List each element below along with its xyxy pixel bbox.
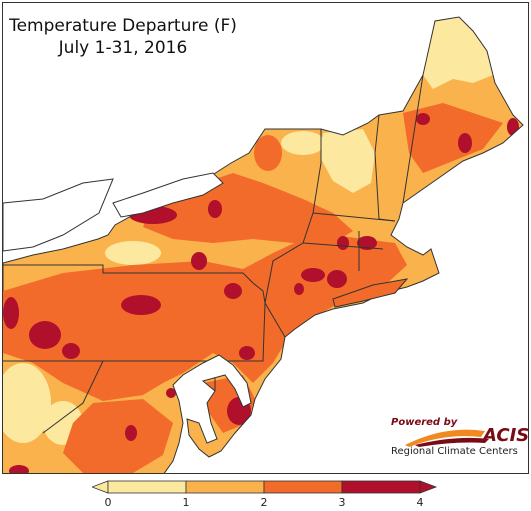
legend-under-arrow (92, 480, 109, 494)
legend-over-arrow (419, 480, 438, 494)
legend-label-0: 0 (104, 496, 112, 509)
color-legend: 0 1 2 3 4 (92, 480, 438, 510)
acis-name: ACIS (483, 425, 529, 446)
legend-label-4: 4 (416, 496, 424, 509)
map-frame: Temperature Departure (F) July 1-31, 201… (2, 2, 529, 474)
legend-bin-1 (185, 480, 265, 494)
legend-label-2: 2 (260, 496, 268, 509)
legend-label-1: 1 (182, 496, 190, 509)
legend-bin-3 (341, 480, 421, 494)
legend-label-3: 3 (338, 496, 346, 509)
map-title: Temperature Departure (F) (9, 16, 237, 36)
legend-bin-2 (263, 480, 343, 494)
legend-bin-0 (107, 480, 187, 494)
powered-by-label: Powered by (391, 417, 458, 428)
acis-swoosh-icon (405, 429, 489, 447)
map-date-range: July 1-31, 2016 (58, 38, 188, 58)
acis-logo: Powered by ACIS Regional Climate Centers (385, 415, 528, 463)
regional-climate-centers-label: Regional Climate Centers (391, 446, 518, 457)
temperature-departure-map (3, 16, 524, 473)
legend-colorbar (92, 480, 438, 494)
